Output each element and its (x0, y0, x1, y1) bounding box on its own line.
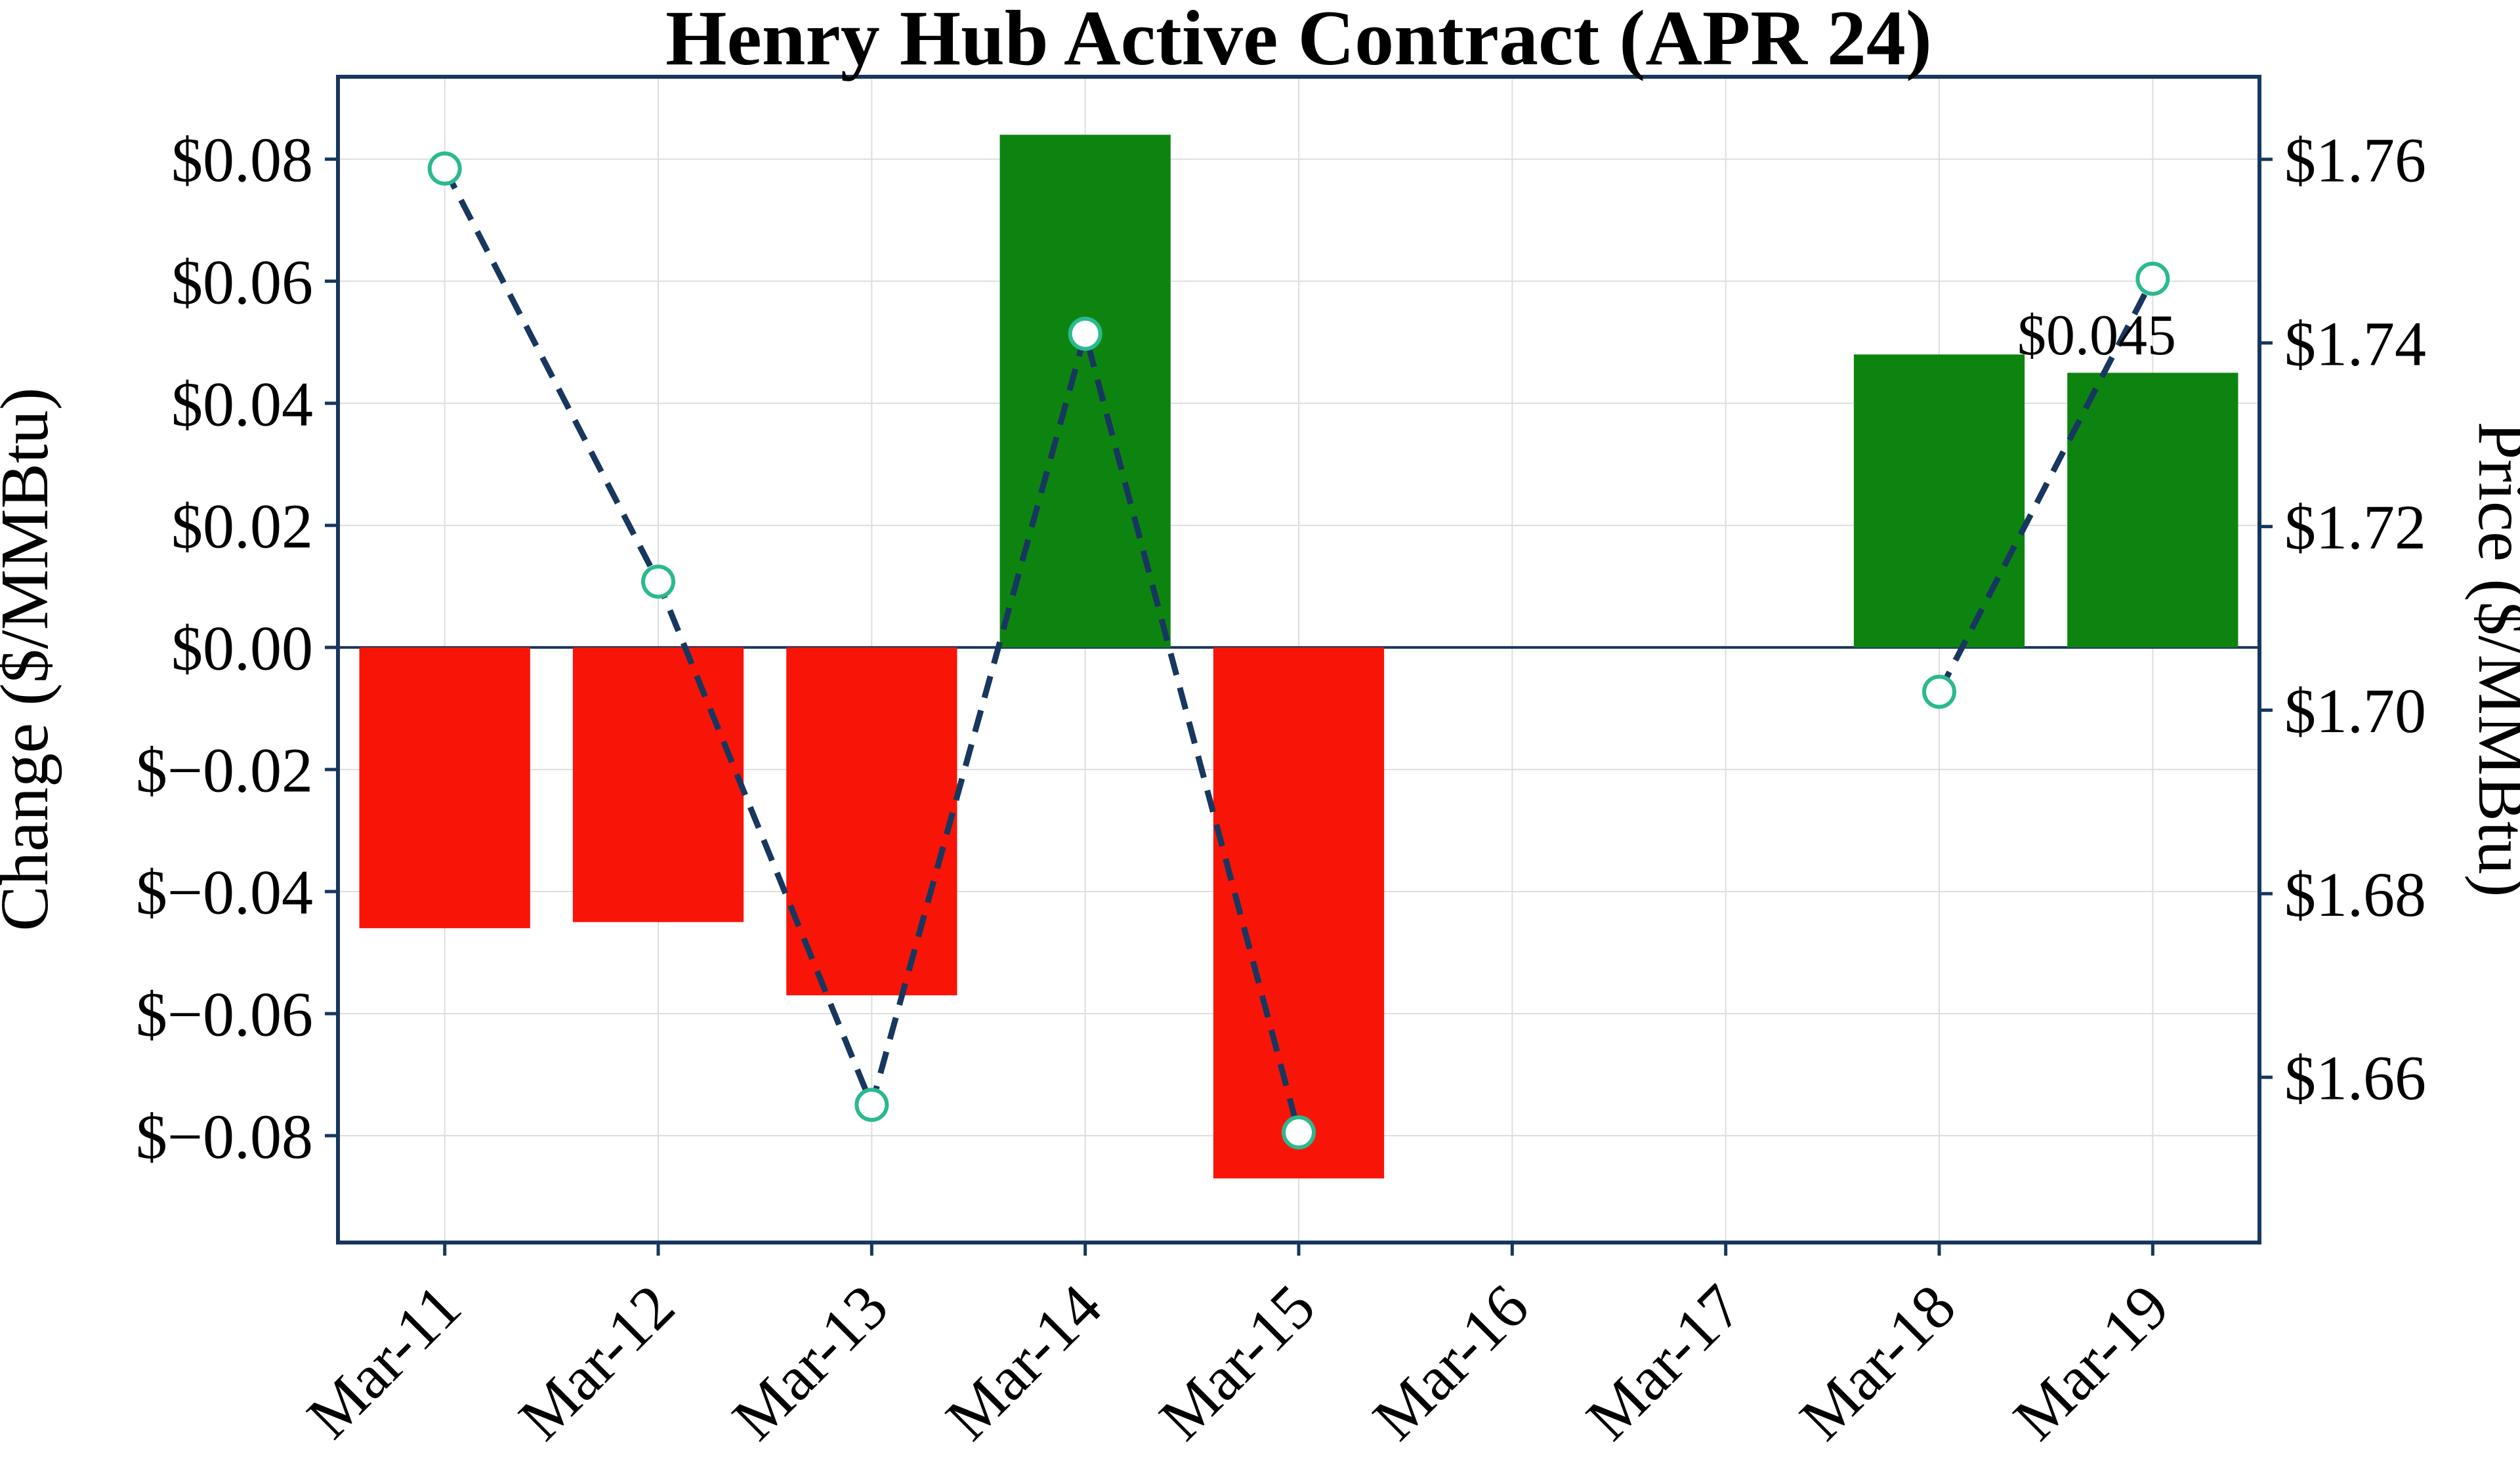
change-bar-mar-19 (2067, 373, 2238, 648)
right-tick-label: $1.68 (2284, 859, 2426, 930)
x-tick-label-mar-12: Mar-12 (505, 1271, 688, 1453)
left-tick-label: $−0.04 (136, 857, 313, 928)
x-tick-label-mar-14: Mar-14 (933, 1271, 1115, 1453)
right-tick-label: $1.74 (2284, 308, 2426, 379)
right-tick-label: $1.66 (2284, 1043, 2426, 1113)
x-tick-label-mar-18: Mar-18 (1786, 1271, 1969, 1453)
change-bar-mar-14 (999, 134, 1171, 648)
right-tick-label: $1.72 (2284, 492, 2426, 562)
price-marker-mar-19 (2135, 261, 2170, 296)
x-tick-label-mar-19: Mar-19 (2000, 1271, 2182, 1453)
price-markers-layer (427, 151, 2170, 1150)
change-bar-mar-11 (359, 647, 530, 928)
price-marker-mar-14 (1068, 316, 1102, 351)
left-tick-label: $0.02 (171, 491, 313, 561)
price-marker-mar-18 (1922, 674, 1956, 709)
x-tick-label-mar-15: Mar-15 (1146, 1271, 1328, 1453)
chart-title: Henry Hub Active Contract (APR 24) (665, 0, 1932, 81)
right-tick-label: $1.70 (2284, 676, 2426, 746)
price-marker-mar-11 (427, 151, 462, 186)
price-marker-mar-13 (854, 1088, 889, 1122)
left-tick-label: $0.00 (171, 613, 313, 683)
x-tick-label-mar-13: Mar-13 (719, 1271, 901, 1453)
left-tick-label: $−0.06 (136, 979, 313, 1050)
right-tick-label: $1.76 (2284, 125, 2426, 195)
left-axis-label: Change ($/MMBtu) (0, 387, 62, 931)
change-bar-mar-13 (786, 647, 957, 996)
left-tick-label: $−0.08 (136, 1101, 313, 1172)
price-marker-mar-12 (641, 564, 675, 599)
change-bar-mar-12 (572, 647, 744, 922)
bars-layer (359, 134, 2238, 1179)
left-tick-label: $0.06 (171, 247, 313, 317)
bar-value-label: $0.045 (2017, 304, 2176, 367)
price-line-segment (1937, 277, 2156, 693)
change-bar-mar-18 (1853, 354, 2025, 648)
price-marker-mar-15 (1282, 1115, 1316, 1150)
left-tick-label: $0.04 (171, 369, 313, 439)
x-tick-label-mar-17: Mar-17 (1573, 1271, 1755, 1453)
left-tick-label: $0.08 (171, 125, 313, 195)
x-tick-label-mar-16: Mar-16 (1359, 1271, 1542, 1453)
left-tick-label: $−0.02 (136, 735, 313, 806)
x-tick-label-mar-11: Mar-11 (293, 1271, 474, 1451)
right-axis-label: Price ($/MMBtu) (2464, 421, 2520, 897)
